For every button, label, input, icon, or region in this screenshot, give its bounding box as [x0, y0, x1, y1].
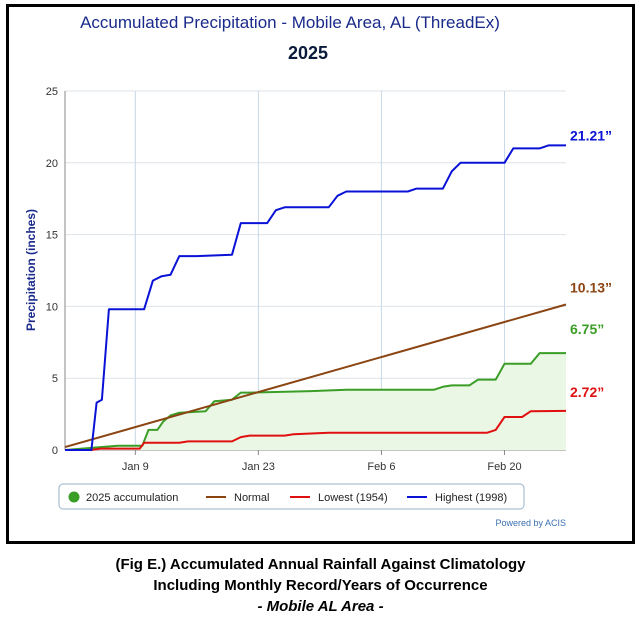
y-tick-label: 20: [46, 158, 58, 170]
legend-item-highest-1998[interactable]: Highest (1998): [407, 492, 507, 504]
x-tick-label: Jan 9: [122, 461, 149, 473]
y-tick-label: 10: [46, 301, 58, 313]
chart-subtitle: 2025: [288, 43, 328, 63]
series-area-2025-accumulation: [65, 353, 566, 450]
caption-line-1: (Fig E.) Accumulated Annual Rainfall Aga…: [115, 556, 526, 573]
x-tick-label: Feb 20: [487, 461, 521, 473]
end-label-2025-accumulation: 6.75”: [570, 321, 604, 337]
y-tick-label: 5: [52, 373, 58, 385]
y-tick-label: 0: [52, 445, 58, 457]
y-tick-label: 25: [46, 86, 58, 98]
legend-item-lowest-1954[interactable]: Lowest (1954): [290, 492, 388, 504]
legend-marker: [68, 491, 80, 503]
legend-label: Highest (1998): [435, 492, 507, 504]
x-tick-label: Jan 23: [242, 461, 275, 473]
y-tick-label: 15: [46, 230, 58, 242]
x-tick-label: Feb 6: [367, 461, 395, 473]
y-axis-label: Precipitation (inches): [24, 209, 38, 331]
chart-frame: [6, 4, 635, 544]
caption-line-3: - Mobile AL Area -: [257, 598, 384, 615]
series-line-2025-accumulation[interactable]: [64, 352, 566, 451]
series-line-normal[interactable]: [64, 303, 567, 449]
precipitation-chart: Accumulated Precipitation - Mobile Area,…: [24, 13, 612, 528]
series-line-lowest-1954[interactable]: [65, 409, 567, 451]
legend-item-2025-accumulation[interactable]: 2025 accumulation: [68, 491, 179, 505]
legend-item-normal[interactable]: Normal: [206, 492, 269, 504]
end-label-normal: 10.13”: [570, 280, 612, 296]
caption-line-2: Including Monthly Record/Years of Occurr…: [153, 577, 488, 594]
legend-label: Normal: [234, 492, 269, 504]
legend-label: 2025 accumulation: [86, 492, 178, 504]
end-label-highest-1998: 21.21”: [570, 127, 612, 143]
legend-label: Lowest (1954): [318, 492, 388, 504]
end-label-lowest-1954: 2.72”: [570, 384, 604, 400]
series-line-highest-1998[interactable]: [65, 144, 566, 451]
chart-title: Accumulated Precipitation - Mobile Area,…: [80, 13, 500, 32]
acis-credit[interactable]: Powered by ACIS: [495, 518, 566, 528]
